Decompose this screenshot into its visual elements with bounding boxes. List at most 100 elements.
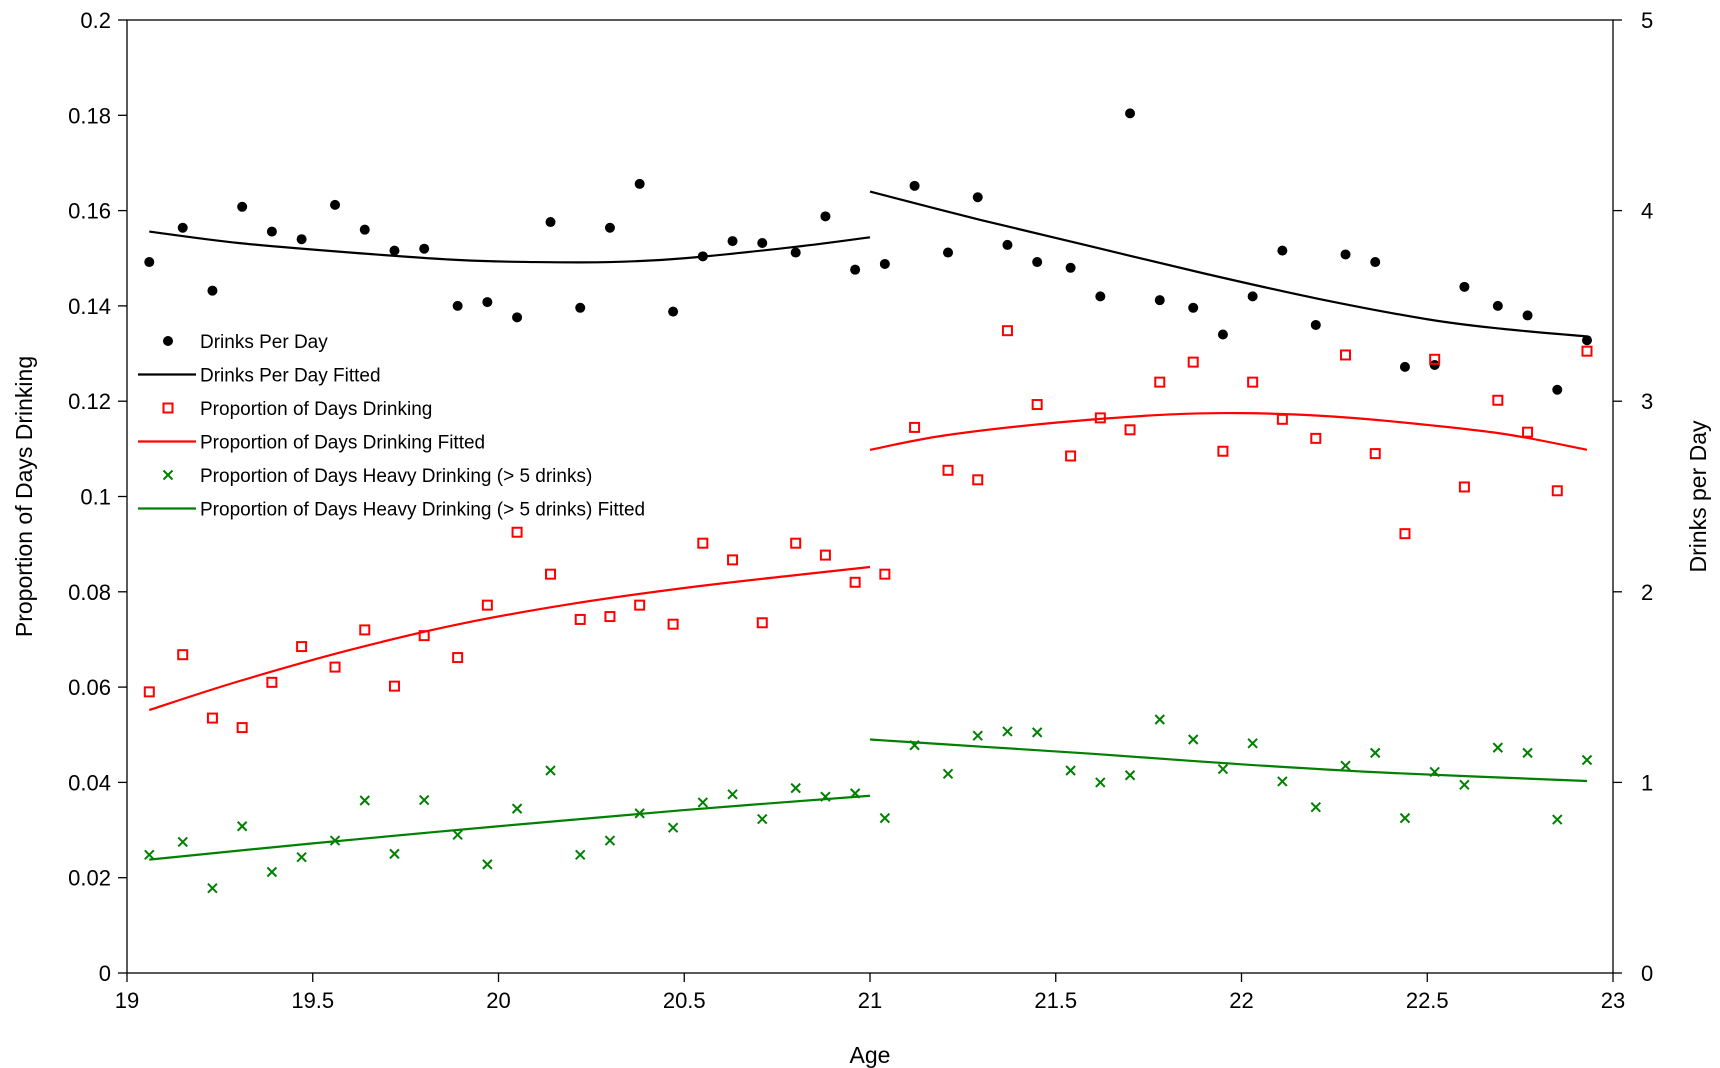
proportion-of-days-drinking-point: [236, 722, 248, 734]
drinks-per-day-point: [177, 222, 188, 233]
legend: Drinks Per Day Drinks Per Day Fitted Propo…: [138, 332, 645, 521]
proportion-of-days-heavy-drinking-5-drinks-point: [697, 797, 709, 808]
y2-tick-label: 0: [1641, 961, 1653, 986]
fitted-lines: [148, 190, 1588, 861]
proportion-of-days-drinking-point: [1065, 450, 1077, 462]
proportion-of-days-heavy-drinking-5-drinks-point: [177, 836, 188, 848]
drinks-per-day-point: [1217, 329, 1228, 340]
y2-axis-title: Drinks per Day: [1685, 420, 1711, 573]
proportion-of-days-drinking-point: [1247, 376, 1259, 388]
x-tick-label: 20: [486, 988, 510, 1013]
drinks-per-day-point: [389, 245, 400, 256]
proportion-of-days-drinking-fitted-line: [869, 411, 1588, 451]
proportion-of-days-drinking-point: [1276, 413, 1288, 425]
proportion-of-days-heavy-drinking-5-drinks-point: [790, 782, 801, 794]
drinks-per-day-point: [575, 302, 586, 313]
drinks-per-day-point: [482, 297, 493, 308]
drinks-per-day-point: [850, 264, 861, 275]
proportion-of-days-drinking-point: [296, 641, 308, 653]
proportion-of-days-heavy-drinking-5-drinks-point: [1002, 726, 1013, 737]
proportion-of-days-drinking-point: [604, 611, 616, 623]
x-tick-label: 19.5: [291, 988, 334, 1013]
proportion-of-days-drinking-point: [1458, 481, 1470, 493]
proportion-of-days-heavy-drinking-5-drinks-point: [545, 765, 556, 776]
drinks-per-day-fitted-line: [869, 190, 1588, 338]
drinks-per-day-point: [820, 211, 831, 222]
proportion-of-days-heavy-drinking-5-drinks-point: [144, 849, 155, 861]
drinks-per-day-point: [668, 306, 679, 317]
proportion-of-days-heavy-drinking-5-drinks-point: [418, 794, 430, 806]
proportion-of-days-drinking-point: [756, 617, 768, 629]
proportion-of-days-heavy-drinking-5-drinks-point: [1370, 747, 1381, 759]
y-tick-label: 0.18: [68, 103, 111, 128]
proportion-of-days-heavy-drinking-5-drinks-fitted-line: [869, 738, 1588, 783]
proportion-of-days-heavy-drinking-5-drinks-point: [1154, 714, 1165, 725]
proportion-of-days-heavy-drinking-5-drinks-point: [879, 812, 891, 824]
proportion-of-days-drinking-point: [574, 613, 586, 625]
drinks-per-day-point: [697, 251, 708, 262]
proportion-of-days-heavy-drinking-5-drinks-point: [452, 829, 463, 841]
proportion-of-days-drinking-point: [1340, 349, 1352, 361]
proportion-of-days-heavy-drinking-5-drinks-point: [1095, 777, 1106, 788]
proportion-of-days-heavy-drinking-5-drinks-point: [634, 808, 645, 819]
legend-label: Drinks Per Day: [200, 332, 328, 353]
drinks-per-day-point: [512, 312, 523, 323]
legend-label: Proportion of Days Drinking: [200, 399, 432, 420]
drinks-per-day-point: [545, 217, 556, 228]
x-axis-title: Age: [850, 1042, 891, 1068]
proportion-of-days-drinking-point: [545, 568, 557, 580]
x-tick-label: 23: [1601, 988, 1625, 1013]
x-tick-label: 21: [858, 988, 882, 1013]
proportion-of-days-drinking-point: [1031, 399, 1043, 411]
drinks-per-day-point: [330, 199, 341, 210]
drinks-per-day-point: [419, 243, 430, 254]
proportion-of-days-heavy-drinking-5-drinks-point: [207, 882, 218, 894]
proportion-of-days-drinking-point: [418, 630, 430, 642]
proportion-of-days-drinking-point: [790, 537, 802, 549]
proportion-of-days-heavy-drinking-5-drinks-point: [849, 788, 861, 799]
y-tick-label: 0.04: [68, 770, 111, 795]
proportion-of-days-drinking-point: [1492, 394, 1504, 406]
legend-marker-drinks-per-day: [163, 336, 173, 346]
drinks-per-day-point: [452, 300, 463, 311]
y-tick-label: 0.06: [68, 675, 111, 700]
proportion-of-days-heavy-drinking-5-drinks-point: [1031, 727, 1043, 738]
proportion-of-days-heavy-drinking-5-drinks-point: [604, 835, 616, 846]
drinks-per-day-point: [634, 178, 645, 189]
drinks-per-day-point: [1154, 295, 1165, 306]
drinks-per-day-point: [1459, 281, 1470, 292]
proportion-of-days-drinking-point: [819, 549, 831, 561]
proportion-of-days-heavy-drinking-5-drinks-point: [511, 803, 523, 814]
proportion-of-days-heavy-drinking-5-drinks-point: [1187, 734, 1199, 745]
drinks-per-day-point: [1188, 302, 1199, 313]
x-tick-label: 22.5: [1406, 988, 1449, 1013]
x-tick-label: 19: [115, 988, 139, 1013]
proportion-of-days-heavy-drinking-5-drinks-point: [1247, 738, 1258, 749]
proportion-of-days-drinking-point: [727, 554, 739, 566]
y-tick-label: 0.08: [68, 580, 111, 605]
drinks-per-day-point: [1492, 300, 1503, 311]
proportion-of-days-heavy-drinking-5-drinks-point: [1277, 776, 1288, 787]
y-tick-label: 0.16: [68, 199, 111, 224]
proportion-of-days-drinking-point: [1369, 448, 1381, 460]
proportion-of-days-heavy-drinking-5-drinks-point: [236, 821, 248, 832]
drinks-per-day-point: [909, 180, 920, 191]
drinks-per-day-point: [879, 258, 890, 269]
proportion-of-days-drinking-point: [634, 599, 646, 611]
proportion-of-days-drinking-point: [942, 464, 954, 476]
proportion-of-days-heavy-drinking-5-drinks-point: [482, 859, 493, 870]
drinks-per-day-point: [1002, 239, 1013, 250]
proportion-of-days-drinking-point: [1399, 528, 1411, 540]
drinks-per-day-point: [1522, 310, 1533, 321]
drinks-per-day-point: [1032, 257, 1043, 268]
drinks-per-day-point: [237, 201, 248, 212]
proportion-of-days-heavy-drinking-5-drinks-point: [296, 852, 307, 863]
legend-label: Proportion of Days Drinking Fitted: [200, 433, 485, 454]
drinks-per-day-point: [359, 224, 370, 235]
proportion-of-days-heavy-drinking-5-drinks-point: [389, 848, 400, 860]
proportion-of-days-heavy-drinking-5-drinks-point: [1065, 765, 1076, 776]
legend-marker-proportion-of-days-drinking: [162, 402, 174, 414]
x-tick-label: 20.5: [663, 988, 706, 1013]
proportion-of-days-heavy-drinking-5-drinks-point: [266, 866, 278, 878]
